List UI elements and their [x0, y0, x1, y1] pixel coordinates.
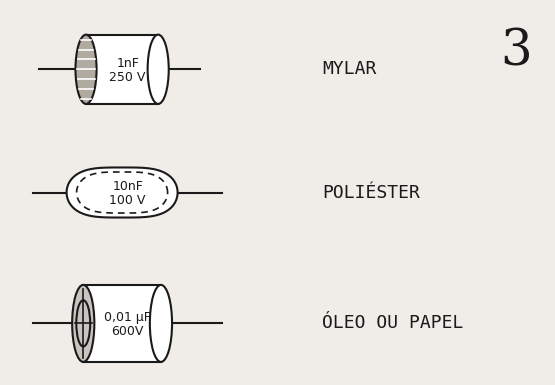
FancyBboxPatch shape [86, 35, 158, 104]
Ellipse shape [72, 285, 94, 362]
Text: MYLAR: MYLAR [322, 60, 376, 78]
Text: 3: 3 [500, 27, 532, 76]
Ellipse shape [148, 35, 169, 104]
Polygon shape [67, 167, 178, 218]
Text: 1nF: 1nF [116, 57, 139, 70]
Text: ÓLEO OU PAPEL: ÓLEO OU PAPEL [322, 315, 463, 332]
Text: POLIÉSTER: POLIÉSTER [322, 184, 420, 201]
Text: 0,01 µF: 0,01 µF [104, 311, 151, 324]
Ellipse shape [75, 35, 97, 104]
Text: 10nF: 10nF [112, 180, 143, 193]
Text: 250 V: 250 V [109, 71, 146, 84]
Ellipse shape [150, 285, 172, 362]
FancyBboxPatch shape [83, 285, 161, 362]
Text: 600V: 600V [112, 325, 144, 338]
Text: 100 V: 100 V [109, 194, 146, 208]
